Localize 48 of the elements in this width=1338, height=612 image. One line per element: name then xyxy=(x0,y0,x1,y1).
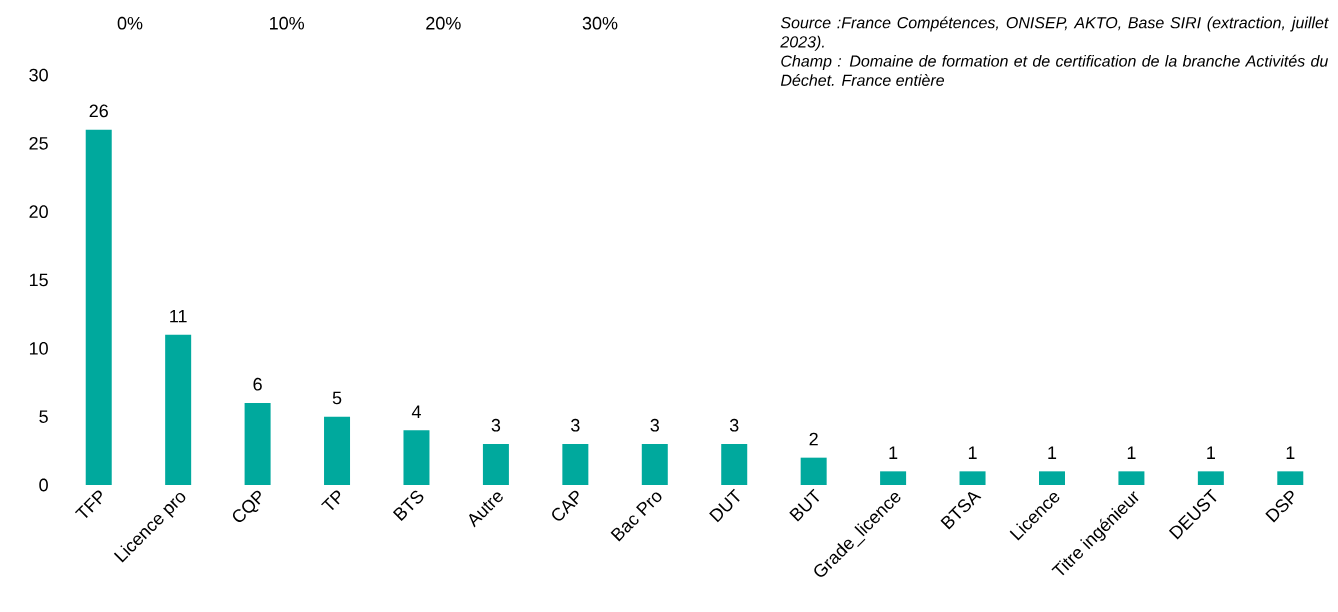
x2-tick-label: 30% xyxy=(582,16,618,30)
x2-tick-label: 0% xyxy=(117,16,143,30)
bar xyxy=(85,129,112,485)
data-label: 3 xyxy=(571,418,580,432)
data-label: 1 xyxy=(889,446,898,459)
data-label: 3 xyxy=(729,418,739,432)
bar xyxy=(800,457,827,485)
annotation: Champ : Domaine de formation et de certification de la branche Activités du Déchet. France entière xyxy=(780,54,1328,86)
data-label: 5 xyxy=(332,391,342,405)
y-tick-label: 15 xyxy=(29,273,48,287)
x-tick-label: TFP xyxy=(74,490,102,518)
x2-tick-label: 10% xyxy=(270,16,305,30)
y-tick-label: 25 xyxy=(29,136,48,150)
data-label: 6 xyxy=(253,377,262,391)
x2-tick-label: 20% xyxy=(426,16,461,30)
bar xyxy=(403,430,430,485)
y-tick-label: 0 xyxy=(39,478,48,492)
data-label: 3 xyxy=(650,418,659,432)
data-label: 2 xyxy=(809,432,818,446)
bar xyxy=(1038,471,1065,485)
data-label: 1 xyxy=(1127,446,1136,459)
source-note: Source :France Compétences, ONISEP, AKTO, Base SIRI (extraction, juillet 2023). xyxy=(780,16,1329,51)
data-label: 3 xyxy=(491,418,501,432)
data-label: 1 xyxy=(968,446,977,459)
bar xyxy=(324,416,351,485)
bar xyxy=(482,444,509,485)
bar xyxy=(880,471,907,485)
bar xyxy=(562,444,589,485)
data-label: 26 xyxy=(89,104,108,118)
bar xyxy=(1118,471,1145,485)
bar xyxy=(1197,471,1224,485)
data-label: 1 xyxy=(1207,446,1215,459)
data-label: 4 xyxy=(411,405,421,418)
y-tick-label: 10 xyxy=(29,341,48,355)
y-tick-label: 5 xyxy=(39,410,48,423)
y-tick-label: 20 xyxy=(29,205,48,219)
data-label: 11 xyxy=(170,309,187,323)
data-label: 1 xyxy=(1286,446,1295,459)
bar xyxy=(721,444,748,485)
data-label: 1 xyxy=(1048,446,1057,459)
bar xyxy=(244,403,271,485)
x-tick-label: Bac Pro xyxy=(610,492,662,542)
y-tick-label: 30 xyxy=(29,68,48,82)
bar xyxy=(959,471,986,485)
bar xyxy=(165,334,192,485)
bar xyxy=(1277,471,1304,485)
x-tick-label: TP xyxy=(321,490,341,511)
bar xyxy=(641,444,668,485)
